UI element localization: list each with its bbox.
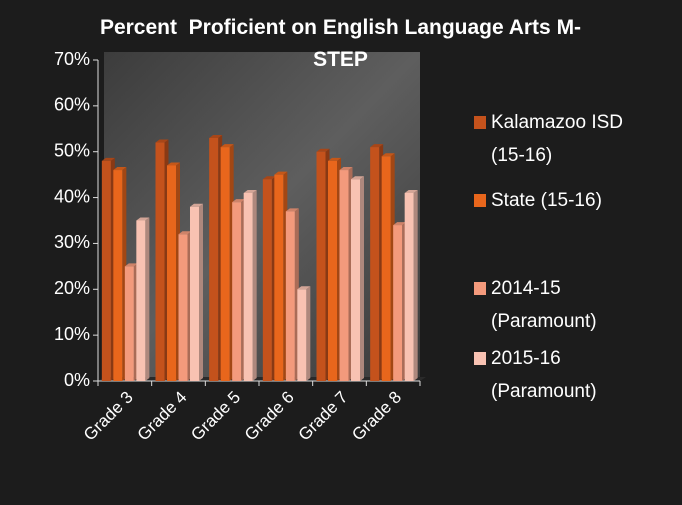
bar-top	[178, 231, 192, 235]
bar-side	[252, 189, 257, 381]
bar	[370, 147, 380, 381]
x-tick-label: Grade 3	[80, 388, 137, 445]
bar	[351, 179, 360, 381]
bar	[220, 147, 230, 381]
bar	[381, 156, 391, 381]
bar-top	[136, 217, 150, 221]
legend-swatch	[474, 194, 486, 207]
legend-swatch	[474, 282, 486, 295]
y-tick-label: 10%	[54, 324, 90, 344]
bar-top	[393, 222, 407, 226]
legend-swatch	[474, 116, 486, 129]
bar-top	[381, 153, 395, 157]
bar-top	[262, 176, 276, 180]
bar-top	[404, 189, 418, 193]
y-tick-label: 40%	[54, 186, 90, 206]
bar	[316, 151, 326, 381]
bar	[136, 220, 146, 381]
bar-top	[370, 144, 384, 148]
bar	[297, 289, 307, 381]
bar-side	[413, 189, 418, 381]
x-tick-label: Grade 7	[295, 388, 352, 445]
bar	[232, 202, 242, 381]
bar-top	[113, 167, 127, 171]
bar	[178, 234, 188, 381]
bar-top	[285, 208, 299, 212]
bar-top	[220, 144, 234, 148]
x-tick-label: Grade 8	[348, 388, 405, 445]
legend-label: State (15-16)	[491, 190, 602, 211]
bar-top	[243, 189, 257, 193]
bar-side	[360, 176, 364, 381]
bar-top	[297, 286, 311, 290]
legend-item: State (15-16)	[474, 184, 654, 217]
bar-top	[339, 167, 353, 171]
bar	[190, 206, 199, 381]
x-tick-label: Grade 6	[241, 388, 298, 445]
y-tick-label: 20%	[54, 278, 90, 298]
bar-top	[167, 162, 180, 166]
bar-top	[232, 199, 246, 203]
bar	[124, 266, 134, 381]
legend-item: 2014-15 (Paramount)	[474, 272, 654, 338]
y-tick-label: 70%	[54, 49, 90, 69]
legend-swatch	[474, 352, 486, 365]
bar	[167, 165, 176, 381]
x-tick-label: Grade 5	[187, 388, 244, 445]
bar-top	[190, 203, 203, 207]
legend-item: Kalamazoo ISD (15-16)	[474, 106, 654, 172]
legend-label: 2015-16 (Paramount)	[491, 348, 597, 402]
bar-side	[199, 203, 203, 381]
bar	[209, 137, 219, 381]
bar-side	[145, 217, 150, 381]
bar-top	[316, 148, 330, 152]
bar	[274, 174, 284, 381]
bar-top	[328, 157, 341, 161]
bar-top	[274, 171, 288, 175]
bar	[393, 225, 403, 381]
bar-top	[351, 176, 364, 180]
chart-title: Percent Proficient on English Language A…	[99, 16, 582, 71]
bar	[328, 160, 337, 381]
legend-label: Kalamazoo ISD (15-16)	[491, 112, 624, 166]
bar	[262, 179, 272, 381]
bar	[155, 142, 165, 381]
bar	[113, 170, 123, 381]
y-tick-label: 50%	[54, 140, 90, 160]
bar-top	[209, 134, 223, 138]
bar	[243, 192, 253, 381]
legend-label: 2014-15 (Paramount)	[491, 278, 597, 332]
y-tick-label: 0%	[64, 370, 90, 390]
bar-top	[124, 263, 138, 267]
y-tick-label: 60%	[54, 95, 90, 115]
bar	[339, 170, 349, 381]
bar-top	[155, 139, 169, 143]
bar-top	[101, 157, 115, 161]
bar	[101, 160, 111, 381]
legend-item: 2015-16 (Paramount)	[474, 342, 654, 408]
bar	[404, 192, 414, 381]
bar	[285, 211, 295, 381]
x-tick-label: Grade 4	[134, 388, 191, 445]
y-tick-label: 30%	[54, 232, 90, 252]
bar-side	[306, 286, 311, 381]
